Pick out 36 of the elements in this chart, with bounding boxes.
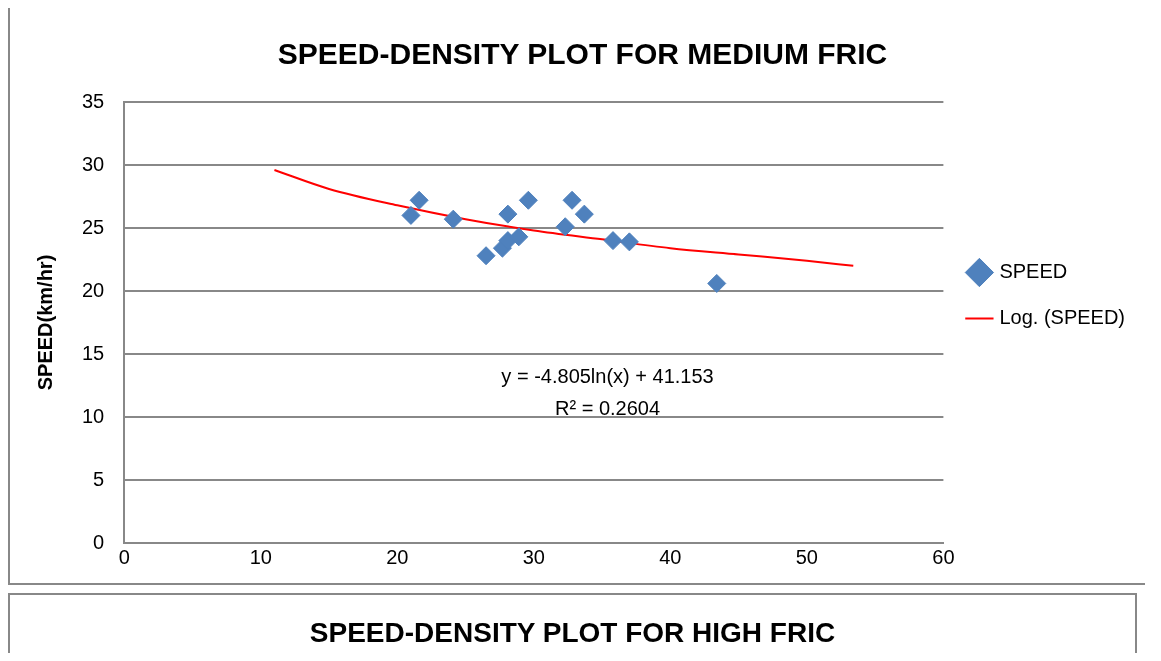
x-tick-label: 60 [932,545,955,568]
point [509,227,529,247]
point [443,209,463,229]
point [707,273,727,293]
x-tick-label: 50 [795,545,818,568]
chart-title: SPEED-DENSITY PLOT FOR MEDIUM FRIC [277,37,888,71]
y-tick-label: 10 [82,404,105,427]
line-series [273,169,855,267]
y-axis-title: SPEED(km/hr) [33,254,56,391]
point [619,232,639,252]
x-tick-label: 0 [118,545,130,568]
point [603,231,623,251]
annotation: R² = 0.2604 [555,397,661,420]
x-tick-label: 10 [249,545,272,568]
point [518,190,538,210]
y-tick-label: 5 [93,467,105,490]
x-tick-label: 40 [659,545,682,568]
point [409,190,429,210]
point [476,246,496,266]
point [555,217,575,237]
point [401,205,421,225]
x-tick-label: 20 [386,545,409,568]
legend-label: Log. (SPEED) [999,306,1125,329]
y-tick-label: 15 [82,341,105,364]
x-tick-label: 30 [522,545,545,568]
point [574,204,594,224]
y-tick-label: 35 [82,89,105,112]
y-tick-label: 0 [93,530,105,553]
y-tick-label: 25 [82,215,105,238]
point [562,190,582,210]
y-tick-label: 30 [82,152,105,175]
point [498,204,518,224]
annotation: y = -4.805ln(x) + 41.153 [501,365,714,388]
text: SPEED-DENSITY PLOT FOR HIGH FRIC [308,616,837,649]
y-tick-label: 20 [82,278,105,301]
legend-label: SPEED [999,260,1068,283]
